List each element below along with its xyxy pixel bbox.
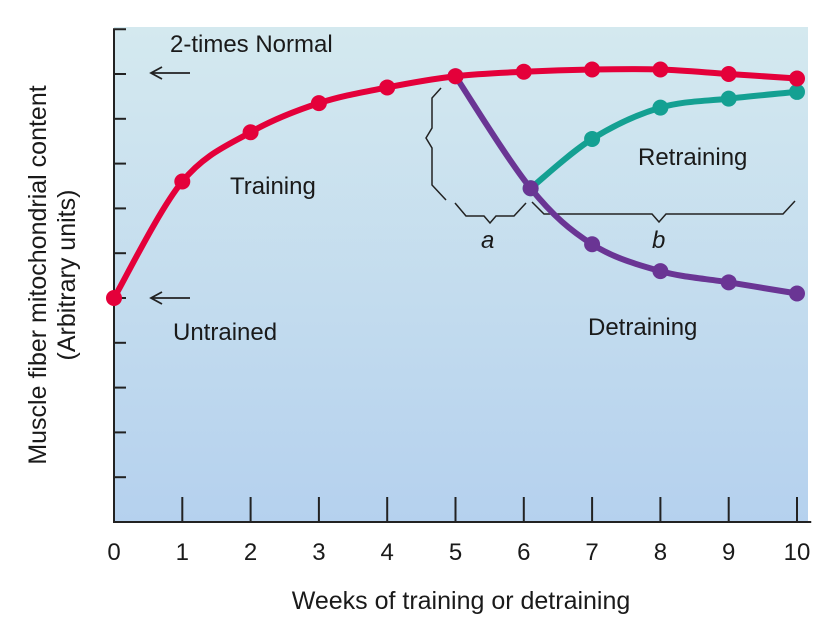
x-tick-label: 7 bbox=[585, 539, 598, 566]
x-tick-labels: 0 1 2 3 4 5 6 7 8 9 10 bbox=[107, 539, 810, 566]
x-tick-label: 8 bbox=[654, 539, 667, 566]
data-point-training bbox=[106, 290, 122, 306]
axes bbox=[113, 28, 812, 523]
data-point-training bbox=[515, 63, 532, 80]
x-tick-label: 1 bbox=[176, 539, 189, 566]
data-point-training bbox=[584, 61, 601, 78]
series-points bbox=[106, 61, 805, 306]
series-label-training: Training bbox=[230, 173, 316, 200]
x-tick-label: 10 bbox=[784, 539, 811, 566]
data-point-retraining bbox=[584, 130, 601, 147]
bracket-label-b: b bbox=[652, 227, 665, 254]
axis-lines bbox=[113, 28, 812, 523]
y-axis-label-sub: (Arbitrary units) bbox=[53, 190, 81, 361]
y-axis-label: Muscle fiber mitochondrial content bbox=[24, 85, 52, 464]
data-point-training bbox=[242, 124, 259, 141]
bracket-label-a: a bbox=[481, 227, 494, 254]
data-point-training bbox=[379, 79, 396, 96]
bracket-b bbox=[531, 200, 796, 224]
data-point-detraining bbox=[720, 274, 737, 291]
data-point-training bbox=[789, 70, 805, 87]
x-tick-label: 0 bbox=[107, 539, 120, 566]
x-tick-label: 5 bbox=[449, 539, 462, 566]
data-point-training bbox=[652, 61, 669, 78]
bracket-vertical bbox=[425, 87, 447, 201]
data-point-training bbox=[720, 66, 737, 82]
data-point-retraining bbox=[652, 99, 669, 116]
data-point-detraining bbox=[652, 263, 669, 280]
x-tick-label: 6 bbox=[517, 539, 530, 566]
data-point-training bbox=[447, 68, 464, 85]
data-point-retraining bbox=[720, 90, 737, 107]
x-tick-label: 2 bbox=[244, 539, 257, 566]
brackets bbox=[425, 87, 796, 225]
arrow-left-icon bbox=[149, 291, 190, 305]
annotation-2-times-normal: 2-times Normal bbox=[170, 31, 333, 58]
data-point-detraining bbox=[584, 236, 601, 253]
x-axis-label: Weeks of training or detraining bbox=[292, 587, 631, 615]
x-tick-label: 4 bbox=[381, 539, 394, 566]
data-point-detraining bbox=[789, 285, 805, 302]
data-point-retraining bbox=[789, 83, 805, 100]
bracket-a bbox=[454, 202, 527, 225]
series-label-retraining: Retraining bbox=[638, 144, 747, 171]
arrow-left-icon bbox=[149, 66, 190, 80]
series-label-detraining: Detraining bbox=[588, 314, 697, 341]
x-tick-label: 3 bbox=[312, 539, 325, 566]
data-point-training bbox=[310, 95, 327, 112]
annotation-untrained: Untrained bbox=[173, 319, 277, 346]
data-point-training bbox=[174, 173, 191, 190]
x-tick-label: 9 bbox=[722, 539, 735, 566]
data-point-detraining bbox=[522, 180, 539, 197]
